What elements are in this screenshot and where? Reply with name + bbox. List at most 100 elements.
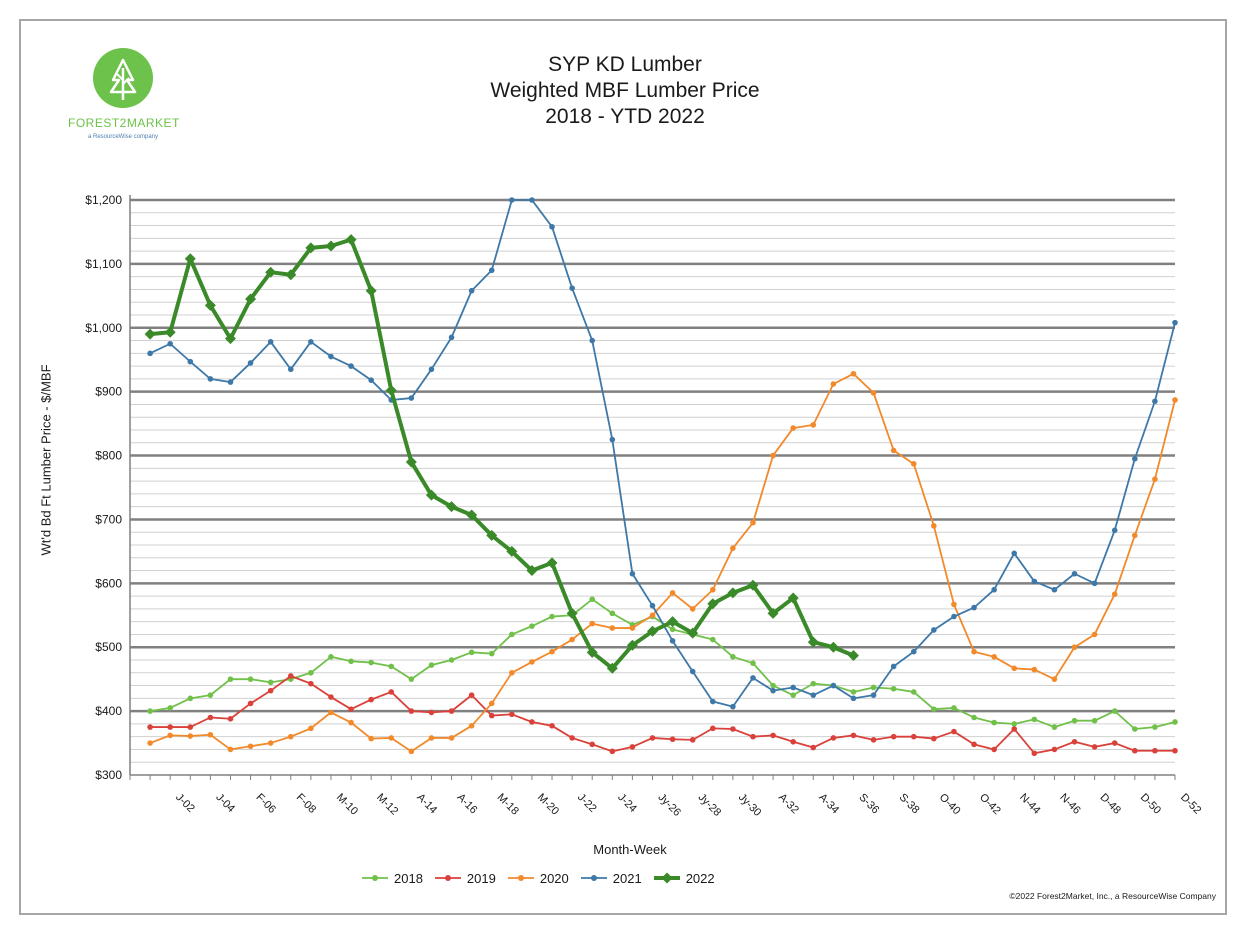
chart-title-block: SYP KD Lumber Weighted MBF Lumber Price … <box>330 52 920 130</box>
data-point-2019 <box>227 715 234 722</box>
data-point-2019 <box>991 746 997 753</box>
data-point-2020 <box>549 648 555 655</box>
data-point-2019 <box>931 735 937 742</box>
chart-legend: 2018 2019 2020 2021 2022 <box>360 868 715 888</box>
data-point-2019 <box>247 700 254 707</box>
data-point-2020 <box>388 735 395 741</box>
data-point-2020 <box>267 740 274 746</box>
data-point-2018 <box>1031 716 1038 723</box>
data-point-2020 <box>589 620 596 627</box>
legend-swatch-2018 <box>362 875 388 881</box>
data-point-2018 <box>1111 708 1118 714</box>
data-point-2020 <box>750 519 756 526</box>
data-point-2019 <box>830 735 837 741</box>
data-point-2021 <box>770 687 776 694</box>
x-tick-label: J-22 <box>575 791 599 815</box>
data-point-2021 <box>730 703 736 710</box>
data-point-2019 <box>870 737 877 743</box>
data-point-2022 <box>546 557 558 569</box>
data-point-2021 <box>971 604 977 611</box>
legend-swatch-2020 <box>507 875 534 881</box>
data-point-2019 <box>348 706 354 712</box>
data-point-2022 <box>486 529 498 541</box>
data-point-2019 <box>589 741 596 748</box>
data-point-2018 <box>147 708 153 714</box>
data-point-2018 <box>167 705 173 711</box>
data-point-2022 <box>325 240 337 252</box>
data-point-2020 <box>187 733 194 739</box>
data-point-2021 <box>609 436 616 443</box>
data-point-2022 <box>305 242 317 254</box>
series-2022 <box>144 234 859 674</box>
data-point-2022 <box>245 293 257 305</box>
chart-subtitle: Weighted MBF Lumber Price <box>490 79 760 102</box>
data-point-2019 <box>1111 740 1118 746</box>
data-point-2020 <box>147 740 153 746</box>
y-tick-label: $900 <box>95 385 122 399</box>
y-axis-label: Wt'd Bd Ft Lumber Price - $/MBF <box>38 364 54 556</box>
data-point-2018 <box>730 654 736 660</box>
data-point-2021 <box>227 379 234 385</box>
data-point-2019 <box>529 719 535 725</box>
data-point-2018 <box>750 660 756 666</box>
data-point-2020 <box>971 648 977 655</box>
data-point-2021 <box>589 337 596 344</box>
y-tick-label: $1,200 <box>85 193 122 207</box>
data-point-2018 <box>991 719 997 726</box>
data-point-2019 <box>187 724 194 730</box>
legend-label-2020: 2020 <box>539 870 569 886</box>
data-point-2019 <box>649 735 656 741</box>
data-point-2021 <box>1051 586 1058 593</box>
data-point-2021 <box>569 285 575 291</box>
data-point-2020 <box>247 743 254 750</box>
data-point-2020 <box>1132 532 1138 539</box>
data-point-2021 <box>207 376 214 382</box>
data-point-2019 <box>750 733 756 740</box>
x-axis-label: Month-Week <box>593 842 667 857</box>
x-tick-label: J-02 <box>173 791 197 815</box>
data-point-2019 <box>1091 744 1098 750</box>
data-point-2019 <box>1011 726 1018 732</box>
data-point-2018 <box>207 692 214 698</box>
x-tick-label: D-48 <box>1098 791 1123 816</box>
data-point-2022 <box>586 646 598 658</box>
data-point-2019 <box>308 680 314 687</box>
data-point-2018 <box>810 680 817 687</box>
data-point-2020 <box>870 390 877 396</box>
data-point-2021 <box>709 698 716 705</box>
data-point-2020 <box>991 654 997 660</box>
data-point-2020 <box>910 461 917 467</box>
data-point-2020 <box>790 425 796 431</box>
data-point-2020 <box>649 612 656 619</box>
data-point-2022 <box>466 509 478 521</box>
data-point-2019 <box>1071 738 1078 745</box>
tree-icon <box>93 48 153 108</box>
legend-item-2018: 2018 <box>360 871 423 886</box>
x-tick-label: A-14 <box>414 791 439 816</box>
data-point-2019 <box>468 692 475 698</box>
data-point-2021 <box>1091 580 1098 587</box>
data-point-2020 <box>1152 476 1158 482</box>
data-point-2022 <box>787 592 799 604</box>
data-point-2018 <box>468 649 475 656</box>
data-point-2021 <box>991 586 997 593</box>
series-line-2018 <box>149 598 1176 730</box>
data-point-2019 <box>408 708 415 714</box>
data-point-2018 <box>549 613 555 620</box>
legend-swatch-2019 <box>434 875 461 881</box>
data-point-2020 <box>1051 676 1058 682</box>
data-point-2020 <box>1031 666 1038 673</box>
data-point-2022 <box>285 269 297 281</box>
data-point-2020 <box>1091 631 1098 638</box>
x-tick-label: J-24 <box>615 791 639 815</box>
data-point-2022 <box>506 545 518 557</box>
data-point-2019 <box>1132 747 1138 754</box>
data-point-2019 <box>388 689 395 695</box>
data-point-2018 <box>267 679 274 686</box>
data-point-2019 <box>167 724 173 730</box>
legend-item-2020: 2020 <box>506 871 569 886</box>
data-point-2021 <box>287 366 294 373</box>
data-point-2021 <box>1152 398 1158 405</box>
x-tick-label: Jy-30 <box>736 791 764 819</box>
